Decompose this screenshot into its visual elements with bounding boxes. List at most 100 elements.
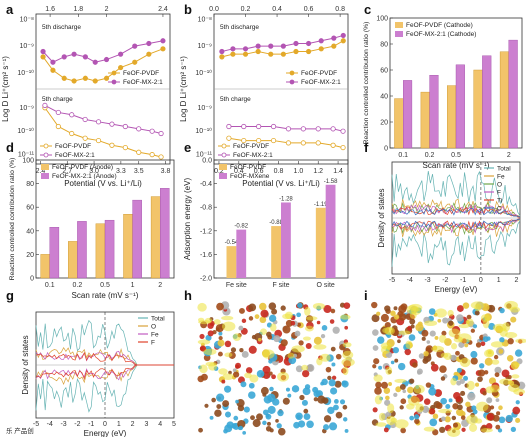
panel-a-legend-marker (111, 79, 117, 85)
panel-b-legend-marker (289, 79, 295, 85)
panel-b-data-point (219, 54, 225, 60)
panel-g-xtick-label: -3 (60, 421, 66, 428)
panel-c-category-label: 0.1 (398, 152, 408, 159)
panel-g-xtick-label: 2 (131, 421, 135, 428)
panel-b-legend-label: FeOF-MX-2:1 (301, 79, 341, 86)
panel-a-legend-marker (43, 143, 49, 149)
panel-h-charge-density (218, 368, 228, 375)
panel-g-xtick-label: -5 (33, 421, 39, 428)
panel-h-atom (268, 314, 277, 322)
panel-b-legend-marker (221, 152, 227, 158)
panel-f-xtick-label: -4 (407, 277, 413, 284)
panel-c-bar-chart: Reaction controlled contribution ratio (… (363, 16, 523, 170)
panel-i-atom (372, 364, 377, 369)
panel-a-data-point (61, 75, 67, 81)
panel-b-data-point (255, 48, 261, 55)
panel-i-atom (383, 427, 389, 433)
panel-h-atom (218, 335, 223, 341)
panel-i-atom (439, 426, 446, 433)
panel-i-atom (407, 386, 414, 394)
panel-h-atom (211, 397, 216, 403)
panel-i-atom (506, 355, 514, 362)
panel-g-legend-label: Fe (151, 332, 159, 339)
panel-a-data-point (82, 135, 88, 141)
panel-b-bottom-tick-label: 0.8 (274, 168, 284, 175)
panel-h-atom (276, 423, 282, 429)
panel-i-atom (371, 314, 380, 323)
panel-i-atom (399, 383, 406, 390)
panel-d-ytick-label: 40 (26, 228, 34, 235)
panel-label-a: a (6, 2, 14, 17)
panel-a-bottom-tick-label: 3.8 (161, 168, 171, 175)
panel-d-category-label: 1 (131, 282, 135, 289)
panel-i-atom (461, 427, 466, 432)
panel-h-charge-density (244, 372, 252, 379)
panel-i-atom (441, 416, 446, 422)
panel-a-series-line (44, 107, 162, 158)
panel-i-charge-density (447, 309, 454, 317)
panel-h-atom (269, 428, 274, 433)
panel-e-ytick-label: -0.8 (200, 205, 212, 212)
panel-h-atom (207, 330, 214, 337)
panel-i-atom (426, 340, 431, 344)
panel-i-atom (400, 398, 407, 405)
panel-i-atom (507, 375, 512, 380)
panel-b-ytick-lower: 10⁻⁹ (198, 105, 212, 112)
panel-a-legend-label: FeOF-PVDF (123, 70, 159, 77)
panel-h-atom (268, 371, 273, 376)
panel-h-atom (265, 413, 270, 418)
panel-e-bar-value: -0.82 (234, 224, 248, 230)
panel-label-f: f (364, 140, 369, 155)
panel-i-charge-density (431, 345, 445, 353)
panel-b-ytick-upper: 10⁻⁸ (198, 16, 212, 23)
panel-a-data-point (160, 38, 166, 44)
panel-a-data-point (149, 128, 155, 134)
panel-e-adsorption-chart: Adsorption energy (eV) 0.0 -0.4 -0.8 -1.2 -1.… (183, 158, 349, 289)
panel-i-charge-density (423, 426, 436, 432)
panel-i-charge-density (394, 378, 407, 383)
panel-b-legend-label: FeOF-MX-2:1 (233, 152, 273, 159)
panel-h-atom (275, 418, 279, 423)
panel-h-atom (287, 393, 292, 398)
panel-h-atom (243, 406, 250, 413)
panel-b-bottom-tick-label: 0.4 (234, 168, 244, 175)
panel-h-atom (224, 385, 232, 393)
panel-e-ytick-label: -0.4 (200, 181, 212, 188)
panel-h-atom (237, 404, 245, 412)
panel-h-charge-density (222, 373, 235, 381)
panel-i-charge-density (382, 327, 394, 334)
panel-e-bar (236, 229, 247, 278)
panel-i-atom (372, 329, 379, 336)
panel-b-data-point (226, 123, 232, 130)
panel-i-atom (482, 391, 487, 396)
panel-h-atom (333, 399, 339, 404)
panel-h-atom (296, 312, 301, 318)
panel-label-d: d (6, 140, 14, 155)
panel-e-bar (271, 226, 281, 278)
panel-b-data-point (331, 35, 337, 41)
panel-i-atom (494, 372, 500, 378)
panel-i-atom (470, 328, 475, 333)
panel-h-charge-density (291, 345, 305, 353)
panel-b-data-point (242, 46, 249, 52)
panel-d-category-label: 0.5 (100, 282, 110, 289)
panel-e-ytick-label: -2.0 (200, 276, 212, 283)
panel-h-structure-image (197, 301, 355, 436)
panel-i-atom (451, 415, 457, 421)
panel-h-atom (262, 392, 267, 397)
panel-h-atom (327, 375, 332, 381)
panel-h-charge-density (213, 319, 221, 325)
panel-i-atom (371, 301, 378, 309)
panel-h-atom (306, 364, 315, 372)
panel-a-ytick-upper: 10⁻¹⁰ (17, 69, 34, 77)
panel-i-atom (501, 369, 510, 378)
panel-a-data-point (40, 48, 46, 55)
panel-b-data-point (280, 51, 286, 57)
panel-b-bottom-tick-label: 1.2 (313, 168, 323, 175)
panel-f-xtick-label: 0 (479, 277, 483, 284)
panel-i-atom (374, 387, 382, 395)
panel-h-atom (262, 365, 271, 374)
panel-g-legend-label: F (151, 340, 155, 347)
panel-f-legend-label: Fe (497, 174, 505, 181)
panel-i-atom (383, 387, 391, 394)
